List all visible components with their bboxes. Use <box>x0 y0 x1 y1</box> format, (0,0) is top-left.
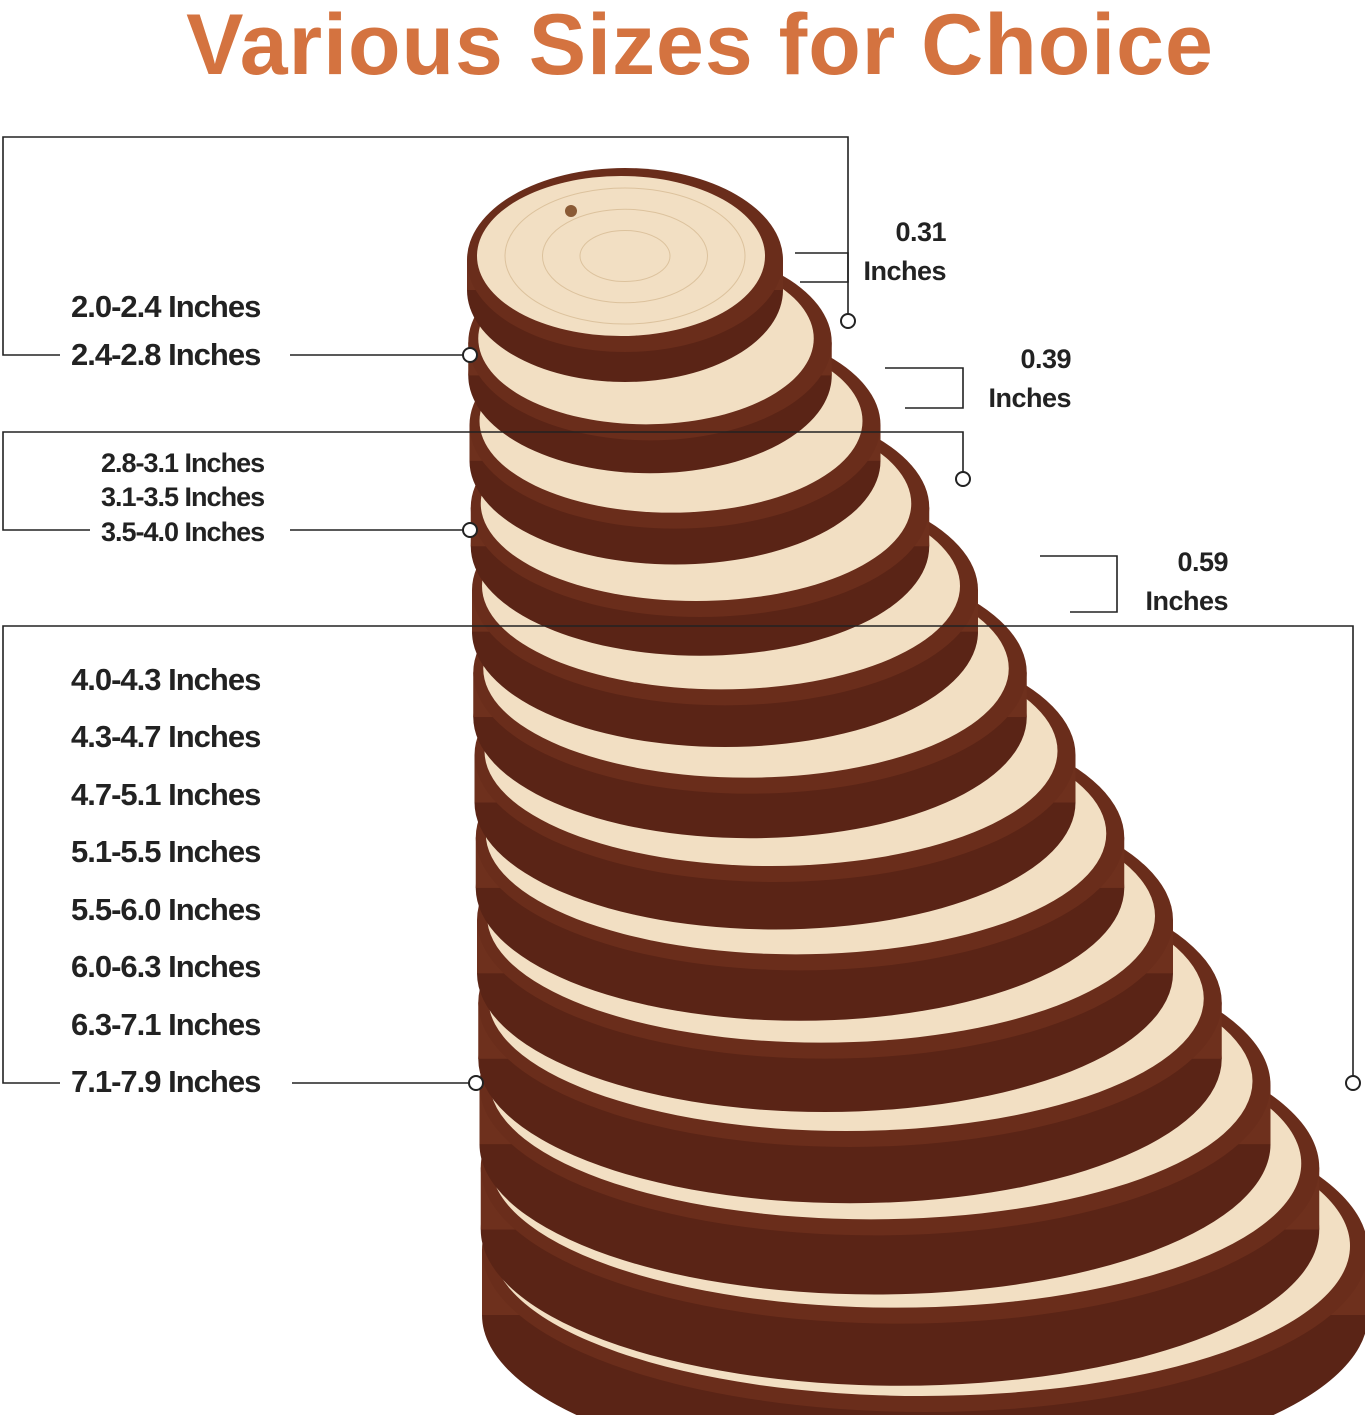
size-label: 2.0-2.4 Inches <box>71 289 261 324</box>
thickness-value: 0.59 <box>1177 547 1228 577</box>
page-title: Various Sizes for Choice <box>186 0 1214 93</box>
size-label: 3.1-3.5 Inches <box>101 482 265 512</box>
size-label: 4.0-4.3 Inches <box>71 662 261 697</box>
thickness-value: 0.39 <box>1020 344 1071 374</box>
thickness-label-1: 0.31 Inches <box>850 213 946 291</box>
size-label: 2.4-2.8 Inches <box>71 337 261 372</box>
size-label: 6.3-7.1 Inches <box>71 1007 261 1042</box>
size-label: 6.0-6.3 Inches <box>71 949 261 984</box>
size-label: 4.3-4.7 Inches <box>71 719 261 754</box>
thickness-unit: Inches <box>1145 586 1228 616</box>
size-label: 5.1-5.5 Inches <box>71 834 261 869</box>
thickness-unit: Inches <box>863 256 946 286</box>
size-label: 7.1-7.9 Inches <box>71 1064 261 1099</box>
size-label: 5.5-6.0 Inches <box>71 892 261 927</box>
size-label: 2.8-3.1 Inches <box>101 448 265 478</box>
pre-drilled-hole <box>565 205 577 217</box>
wood-slice <box>467 168 783 382</box>
size-label: 4.7-5.1 Inches <box>71 777 261 812</box>
size-label: 3.5-4.0 Inches <box>101 517 265 547</box>
thickness-unit: Inches <box>988 383 1071 413</box>
thickness-label-2: 0.39 Inches <box>975 340 1071 418</box>
thickness-value: 0.31 <box>895 217 946 247</box>
thickness-label-3: 0.59 Inches <box>1130 543 1228 621</box>
